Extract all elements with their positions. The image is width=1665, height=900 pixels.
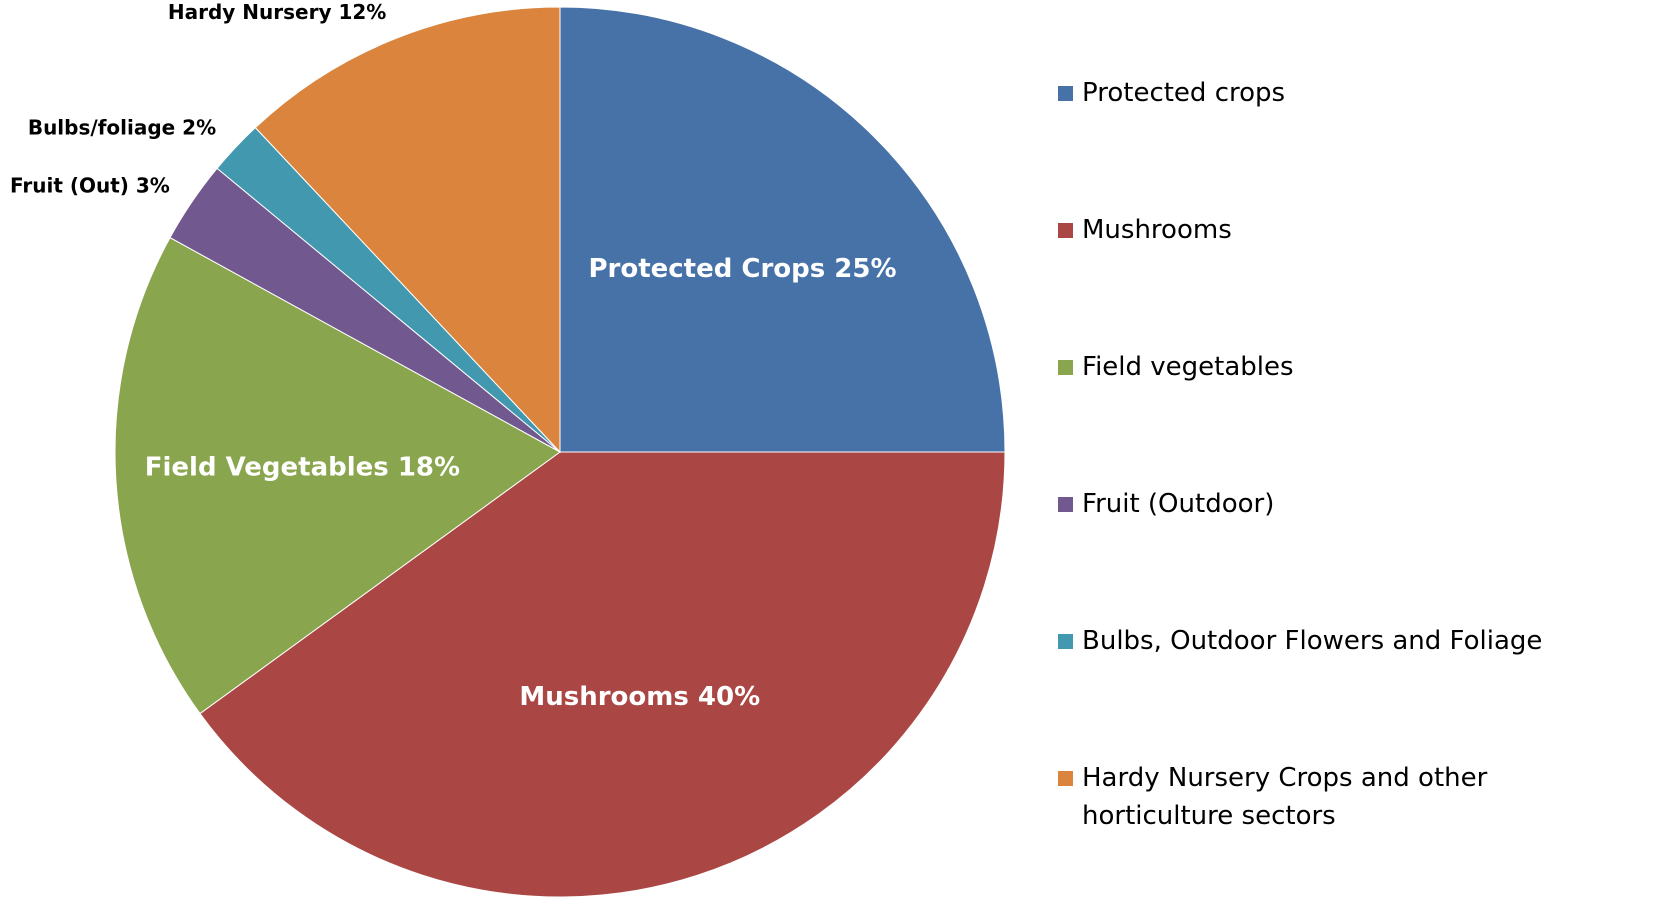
legend-item: Protected crops (1058, 78, 1658, 215)
legend-swatch (1058, 223, 1073, 238)
legend-label: Protected crops (1082, 78, 1286, 108)
legend-item: Hardy Nursery Crops and other horticultu… (1058, 763, 1658, 900)
legend-swatch (1058, 86, 1073, 101)
pie-slice (114, 236, 561, 715)
legend-label: Field vegetables (1082, 352, 1294, 382)
data-label: Bulbs/foliage 2% (28, 116, 216, 140)
legend-label: Hardy Nursery Crops and other horticultu… (1082, 763, 1488, 831)
legend: Protected crops Mushrooms Field vegetables… (1058, 78, 1658, 900)
data-label: Protected Crops 25% (588, 254, 896, 284)
legend-item: Mushrooms (1058, 215, 1658, 352)
legend-swatch (1058, 360, 1073, 375)
legend-item: Fruit (Outdoor) (1058, 489, 1658, 626)
legend-label: Fruit (Outdoor) (1082, 489, 1275, 519)
data-label: Field Vegetables 18% (145, 453, 460, 483)
legend-swatch (1058, 634, 1073, 649)
pie-slice (254, 6, 561, 454)
pie-slice (199, 451, 1006, 898)
legend-item: Field vegetables (1058, 352, 1658, 489)
legend-swatch (1058, 771, 1073, 786)
pie-slice (559, 6, 1006, 453)
legend-label: Bulbs, Outdoor Flowers and Foliage (1082, 626, 1543, 656)
legend-item: Bulbs, Outdoor Flowers and Foliage (1058, 626, 1658, 763)
data-label: Fruit (Out) 3% (10, 173, 170, 197)
data-label: Hardy Nursery 12% (168, 0, 386, 24)
legend-swatch (1058, 497, 1073, 512)
legend-label: Mushrooms (1082, 215, 1232, 245)
data-label: Mushrooms 40% (519, 682, 760, 712)
